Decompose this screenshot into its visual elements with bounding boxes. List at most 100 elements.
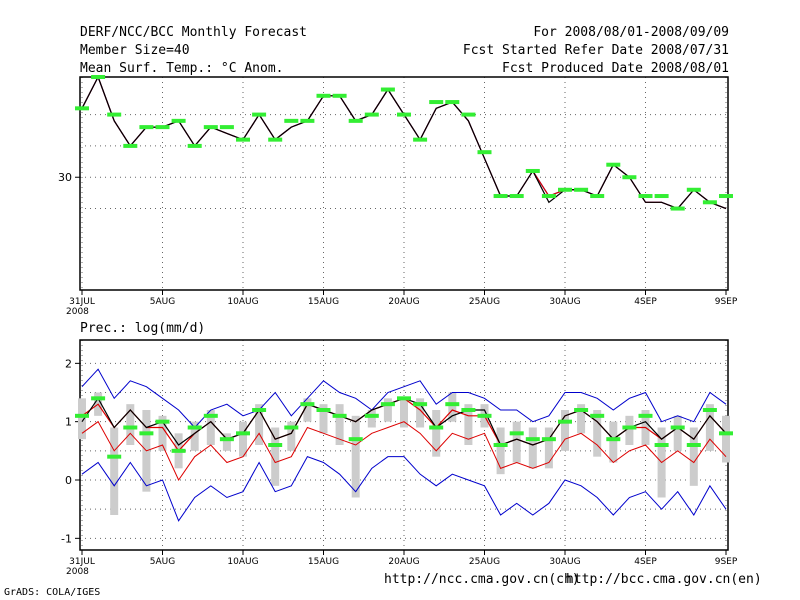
spread-bar (110, 427, 119, 515)
observed-marker (300, 118, 315, 123)
observed-marker (203, 125, 218, 130)
precip-panel-title: Prec.: log(mm/d) (80, 321, 206, 336)
observed-marker (332, 93, 347, 98)
observed-marker (558, 419, 572, 424)
x-year-label: 2008 (66, 567, 89, 577)
observed-marker (300, 402, 315, 407)
observed-marker (364, 413, 379, 418)
observed-marker (187, 425, 202, 430)
bcc-link[interactable]: http://bcc.cma.gov.cn(en) (566, 572, 762, 587)
spread-bar (303, 398, 312, 422)
spread-bar (722, 415, 730, 463)
observed-marker (638, 413, 653, 418)
observed-marker (91, 75, 106, 79)
series-line-lower-member (81, 420, 727, 482)
observed-marker (606, 162, 621, 167)
observed-marker (670, 206, 685, 211)
observed-marker (719, 194, 733, 199)
observed-marker (75, 413, 89, 418)
observed-marker (719, 431, 733, 436)
observed-marker (558, 187, 572, 192)
observed-marker (139, 125, 154, 130)
y-tick-label: 1 (65, 416, 72, 429)
observed-marker (236, 431, 250, 436)
x-tick-label: 31JUL (69, 557, 95, 567)
observed-marker (606, 437, 621, 442)
observed-marker (316, 408, 331, 412)
x-tick-label: 4SEP (634, 557, 657, 567)
observed-marker (75, 106, 89, 111)
spread-bar (593, 410, 602, 457)
observed-marker (236, 137, 250, 142)
spread-bar (206, 410, 215, 445)
spread-bar (561, 410, 569, 451)
x-tick-label: 15AUG (308, 297, 339, 307)
ncc-link[interactable]: http://ncc.cma.gov.cn(ch) (384, 572, 580, 587)
grads-credit: GrADS: COLA/IGES (4, 587, 101, 598)
observed-marker (702, 200, 717, 205)
spread-bar (528, 427, 537, 469)
x-tick-label: 5AUG (150, 557, 175, 567)
spread-bar (351, 415, 360, 498)
observed-marker (590, 413, 605, 418)
spread-bar (625, 415, 634, 445)
spread-bar (673, 415, 682, 451)
observed-marker (348, 437, 363, 442)
spread-bar (78, 398, 86, 440)
spread-bar (319, 404, 328, 434)
observed-marker (461, 408, 476, 412)
spread-bar (367, 410, 376, 428)
observed-marker (91, 396, 106, 401)
x-year-label: 2008 (66, 307, 89, 317)
spread-bar (689, 427, 698, 486)
y-tick-label: 30 (58, 171, 72, 184)
x-tick-label: 31JUL (69, 297, 95, 307)
spread-bar (400, 398, 408, 428)
spread-bar (432, 410, 441, 457)
observed-marker (445, 402, 460, 407)
spread-bar (383, 398, 392, 422)
observed-marker (155, 419, 170, 424)
observed-marker (622, 425, 637, 430)
spread-bar (448, 392, 457, 422)
chart-title: DERF/NCC/BCC Monthly Forecast (80, 25, 307, 40)
observed-marker (413, 137, 428, 142)
observed-marker (622, 175, 637, 180)
observed-marker (380, 87, 395, 92)
spread-bar (464, 404, 473, 445)
spread-bar (126, 404, 135, 445)
y-tick-label: 2 (65, 357, 72, 370)
observed-marker (171, 118, 186, 123)
observed-marker (509, 194, 524, 199)
observed-marker (702, 408, 717, 412)
series-line-min (81, 456, 727, 522)
observed-marker (574, 408, 589, 412)
observed-marker (654, 194, 669, 199)
observed-marker (509, 431, 524, 436)
x-tick-label: 9SEP (715, 297, 738, 307)
observed-marker (574, 187, 589, 192)
observed-marker (123, 143, 138, 148)
x-tick-label: 5AUG (150, 297, 175, 307)
x-tick-label: 30AUG (549, 297, 580, 307)
spread-bar (158, 415, 167, 451)
x-tick-label: 10AUG (227, 557, 258, 567)
variable-label: Mean Surf. Temp.: °C Anom. (80, 61, 284, 76)
observed-marker (316, 93, 331, 98)
observed-marker (219, 125, 234, 130)
spread-bar (271, 427, 280, 486)
x-tick-label: 9SEP (715, 557, 738, 567)
panel-temperature: 31JUL 5AUG 10AUG 15AUG 20AUG 25AUG 30AUG 4SEP 9S… (58, 75, 738, 317)
observed-marker (252, 112, 267, 117)
x-tick-label: 25AUG (469, 557, 500, 567)
observed-marker (123, 425, 138, 430)
spread-bar (416, 398, 425, 428)
panel-precipitation: 31JUL 5AUG 10AUG 15AUG 20AUG 25AUG 30AUG 4SEP 9S… (61, 339, 738, 577)
observed-marker (670, 425, 685, 430)
observed-marker (348, 118, 363, 123)
observed-marker (493, 443, 508, 447)
observed-marker (268, 137, 283, 142)
x-tick-label: 20AUG (388, 297, 419, 307)
spread-bar (705, 404, 714, 451)
